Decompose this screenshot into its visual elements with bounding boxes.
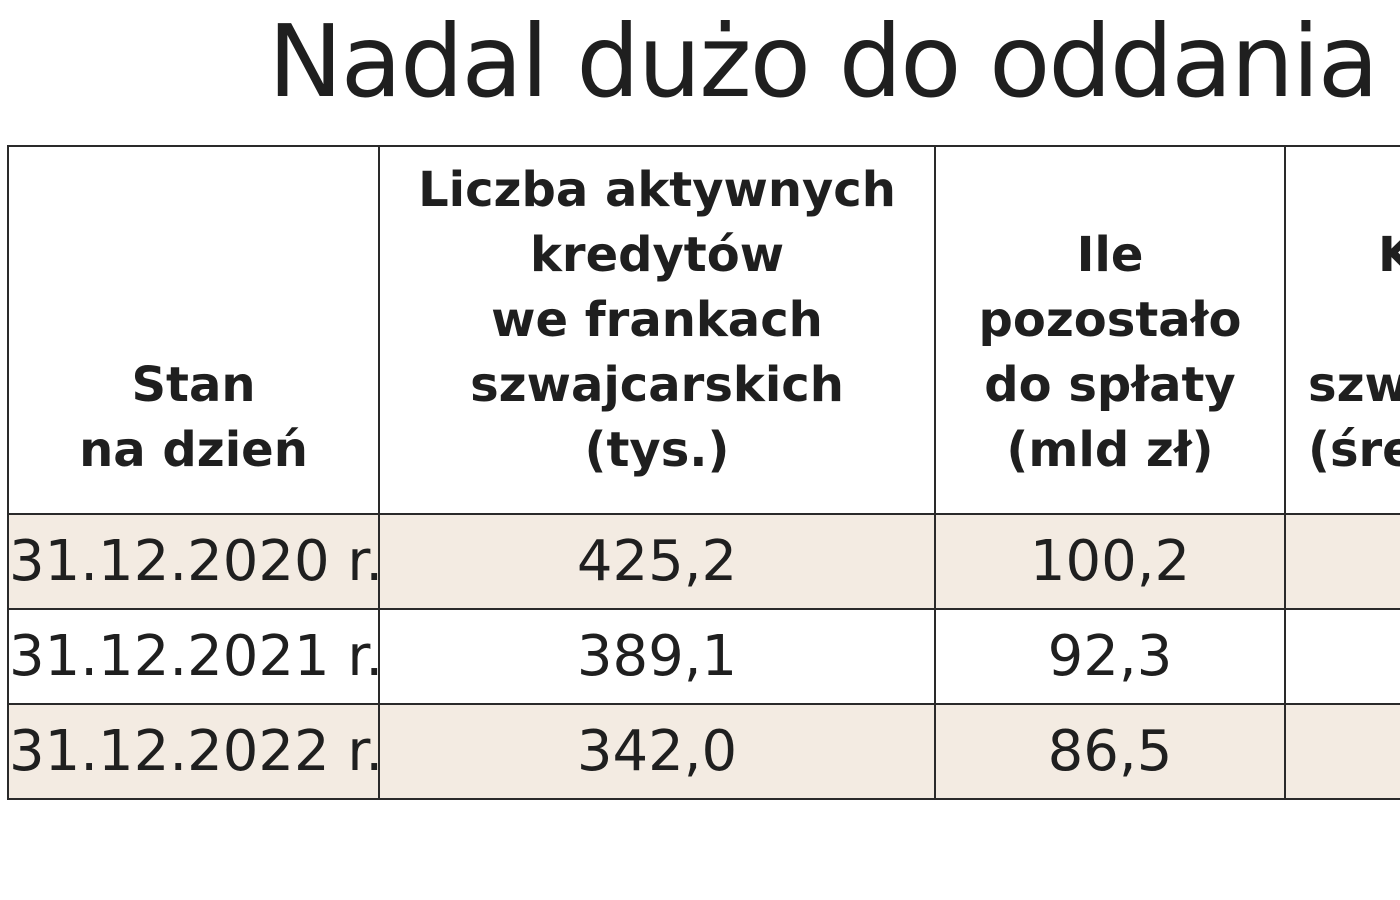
cell-date: 31.12.2020 r. — [7, 513, 380, 610]
header-line: na dzień — [79, 422, 308, 478]
header-line: Ile — [1076, 227, 1144, 283]
cell-date: 31.12.2021 r. — [7, 608, 380, 705]
cell-count: 425,2 — [378, 513, 936, 610]
header-line: (mld zł) — [1006, 422, 1214, 478]
header-line: we frankach — [491, 292, 823, 348]
cell-col4 — [1284, 703, 1400, 800]
cell-date: 31.12.2022 r. — [7, 703, 380, 800]
table-header-row: Stan na dzień Liczba aktywnych kredytów … — [7, 145, 1400, 515]
header-line: (śre — [1308, 422, 1400, 478]
cell-count: 389,1 — [378, 608, 936, 705]
header-line — [1287, 288, 1400, 353]
cell-remaining: 92,3 — [934, 608, 1286, 705]
header-line: (tys.) — [584, 422, 730, 478]
table-row: 31.12.2022 r. 342,0 86,5 — [7, 703, 1400, 800]
header-date: Stan na dzień — [7, 145, 380, 515]
cell-remaining: 86,5 — [934, 703, 1286, 800]
header-remaining: Ile pozostało do spłaty (mld zł) — [934, 145, 1286, 515]
header-active-loans: Liczba aktywnych kredytów we frankach sz… — [378, 145, 936, 515]
header-line: do spłaty — [984, 357, 1236, 413]
header-col4-clipped: K szw (śre — [1284, 145, 1400, 515]
header-line-text: K — [1308, 227, 1400, 283]
loans-table: Stan na dzień Liczba aktywnych kredytów … — [7, 145, 1400, 800]
header-line: K — [1287, 223, 1400, 288]
header-line: kredytów — [529, 227, 785, 283]
header-line: pozostało — [978, 292, 1242, 348]
header-line: Liczba aktywnych — [418, 162, 896, 218]
cell-remaining: 100,2 — [934, 513, 1286, 610]
table-row: 31.12.2020 r. 425,2 100,2 — [7, 513, 1400, 610]
table-row: 31.12.2021 r. 389,1 92,3 — [7, 608, 1400, 705]
header-line: Stan — [131, 357, 256, 413]
cell-col4 — [1284, 513, 1400, 610]
header-line: szwajcarskich — [470, 357, 844, 413]
cell-count: 342,0 — [378, 703, 936, 800]
header-line: szw — [1308, 357, 1400, 413]
page-title: Nadal dużo do oddania — [268, 3, 1379, 120]
cell-col4 — [1284, 608, 1400, 705]
